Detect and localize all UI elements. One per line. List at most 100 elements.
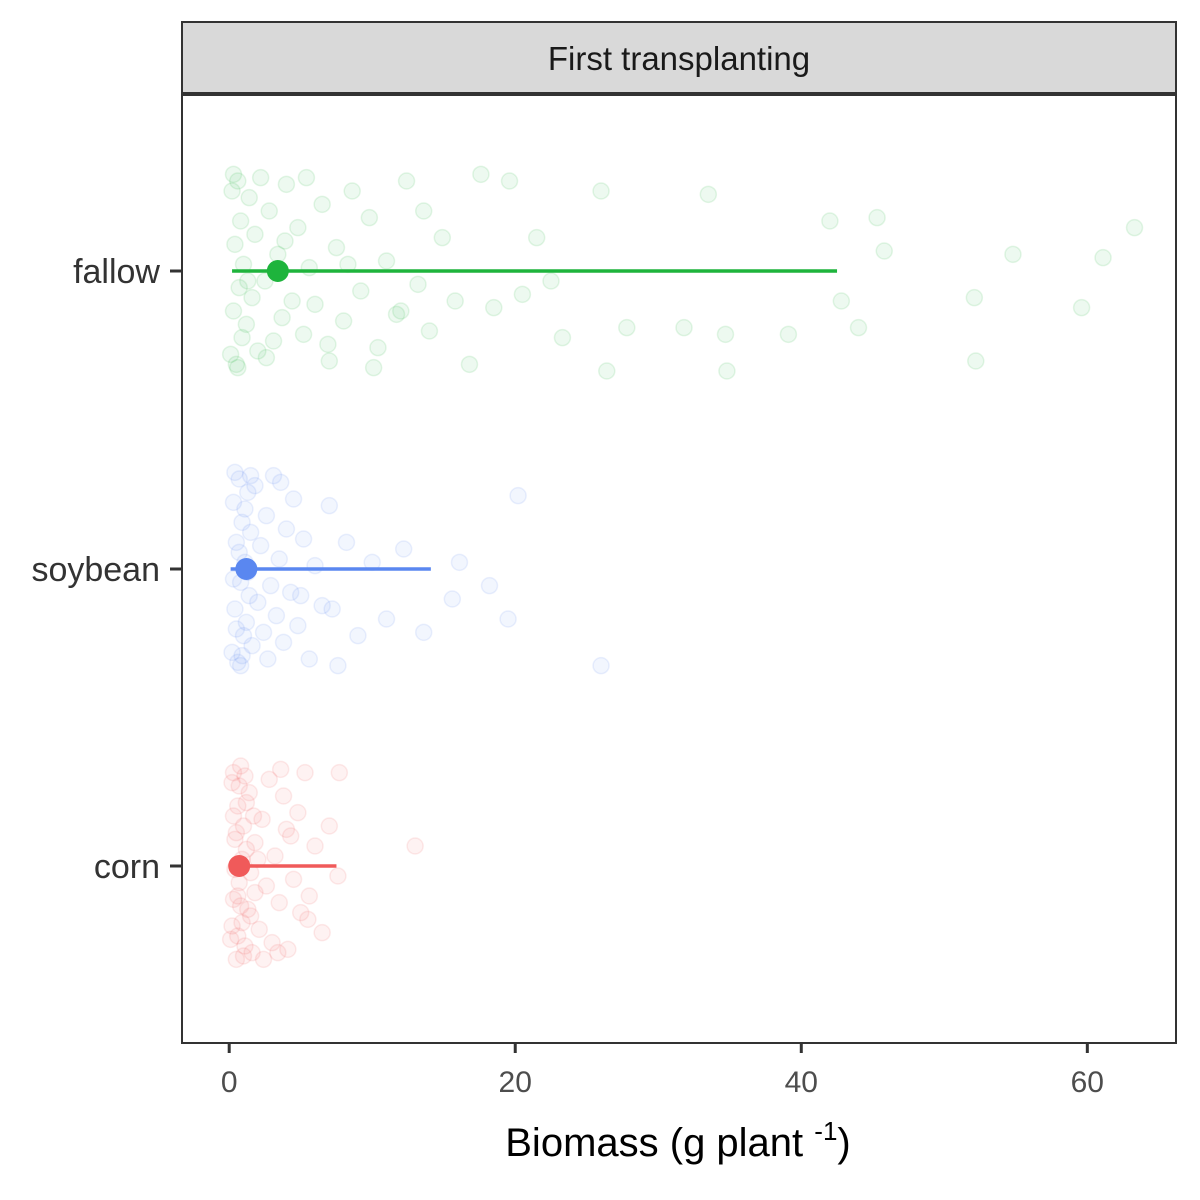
data-point-corn [260,770,278,789]
data-point-soybean [227,533,246,552]
data-point-soybean [231,656,250,675]
data-point-soybean [284,490,303,508]
data-point-soybean [227,620,246,638]
data-point-corn [313,923,331,942]
data-point-soybean [237,613,256,632]
data-point-corn [300,887,319,905]
data-point-fallow [387,305,406,324]
median-point-corn [228,855,251,877]
data-point-fallow [327,238,346,257]
data-point-fallow [832,292,851,310]
data-point-soybean [306,556,324,575]
data-point-soybean [223,643,241,662]
data-point-fallow [313,195,331,214]
data-point-fallow [592,182,610,200]
data-point-fallow [240,188,258,207]
x-axis-title-close: ) [837,1121,850,1165]
data-point-fallow [277,175,296,194]
y-axis: corn soybean fallow [31,253,182,886]
data-point-fallow [967,352,985,370]
data-point-corn [257,877,276,895]
data-point-soybean [313,596,331,615]
data-point-fallow [875,242,893,260]
data-point-corn [269,943,287,962]
data-point-corn [246,883,264,902]
data-point-fallow [542,272,560,290]
data-point-fallow [289,218,307,237]
data-point-fallow [420,322,439,340]
data-point-soybean [233,646,251,665]
data-point-fallow [283,292,301,310]
data-point-fallow [553,328,572,347]
data-point-fallow [237,315,256,334]
data-point-fallow [821,212,839,230]
data-point-soybean [234,626,253,645]
data-point-corn [224,890,243,909]
data-point-fallow [300,258,319,277]
data-point-corn [253,810,271,829]
data-point-soybean [236,500,254,518]
data-point-soybean [414,623,433,642]
data-point-fallow [868,208,886,227]
data-point-corn [250,920,268,939]
data-point-corn [224,807,243,825]
data-point-fallow [397,172,416,190]
data-point-soybean [267,606,286,625]
data-point-corn [270,893,289,912]
data-point-soybean [291,586,310,605]
data-point-fallow [409,275,427,294]
data-point-soybean [241,466,260,485]
y-tick-label-soybean: soybean [31,551,160,589]
data-point-fallow [392,302,410,320]
data-point-soybean [230,543,248,562]
data-point-fallow [500,172,519,190]
data-point-fallow [231,212,250,230]
data-point-fallow [1125,218,1144,237]
data-point-soybean [254,623,273,642]
data-point-corn [277,820,296,839]
data-point-corn [243,943,261,962]
data-point-fallow [433,228,452,247]
data-point-fallow [239,272,257,290]
data-point-fallow [364,358,383,377]
data-point-fallow [779,325,798,344]
data-point-corn [236,937,254,955]
data-point-fallow [243,288,261,307]
data-point-corn [244,807,263,825]
x-tick-label-60: 60 [1071,1066,1104,1099]
facet-strip [181,21,1177,94]
data-point-corn [246,833,264,852]
data-point-corn [229,887,247,905]
data-point-fallow [227,355,246,374]
data-point-corn [226,830,244,849]
data-point-fallow [246,225,264,244]
data-point-corn [241,907,260,925]
x-tick-label-20: 20 [499,1066,532,1099]
data-point-fallow [229,358,247,377]
data-point-soybean [226,463,244,482]
data-point-soybean [394,540,413,558]
data-point-soybean [224,493,243,512]
data-point-corn [291,903,310,922]
data-point-corn [236,767,254,785]
data-point-corn [221,930,240,949]
data-point-corn [329,867,347,885]
data-point-soybean [349,626,367,645]
data-point-soybean [230,470,248,488]
jittered-points-layer [221,165,1144,969]
data-point-corn [234,817,253,835]
data-point-fallow [849,318,868,337]
median-point-soybean [235,558,258,580]
data-point-soybean [320,496,339,515]
data-point-fallow [446,292,464,310]
data-point-fallow [260,202,278,220]
data-point-soybean [261,576,280,595]
data-point-soybean [226,600,244,618]
data-point-fallow [233,328,251,347]
data-point-corn [237,793,256,812]
data-point-corn [274,787,293,805]
data-point-corn [279,940,297,959]
data-point-soybean [480,576,499,595]
data-point-soybean [274,633,293,652]
